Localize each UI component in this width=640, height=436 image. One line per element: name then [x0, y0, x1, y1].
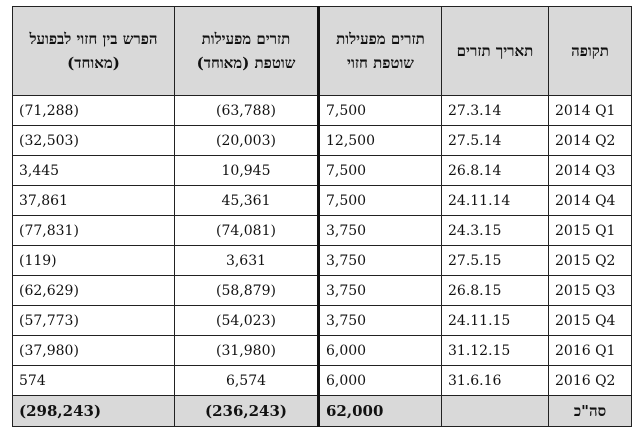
cell-date: 31.6.16 [441, 365, 549, 396]
cell-period: 2015 Q4 [548, 305, 632, 336]
table-row: 2016 Q2 31.6.16 6,000 6,574 574 [12, 365, 632, 396]
header-row: תקופה תאריך תזרים תזרים מפעילות שוטפת חז… [12, 6, 632, 96]
cell-expected: 7,500 [317, 95, 442, 126]
table-body: 2014 Q1 27.3.14 7,500 (63,788) (71,288) 2014 … [12, 95, 632, 396]
cell-diff: (37,980) [12, 335, 175, 366]
cell-actual: 45,361 [174, 185, 319, 216]
table-row: 2015 Q1 24.3.15 3,750 (74,081) (77,831) [12, 215, 632, 246]
cell-date: 24.3.15 [441, 215, 549, 246]
cell-expected: 3,750 [317, 215, 442, 246]
table-row: 2016 Q1 31.12.15 6,000 (31,980) (37,980) [12, 335, 632, 366]
cell-expected: 3,750 [317, 305, 442, 336]
cell-period: 2014 Q1 [548, 95, 632, 126]
cell-expected: 12,500 [317, 125, 442, 156]
cell-diff: (62,629) [12, 275, 175, 306]
cell-date: 26.8.15 [441, 275, 549, 306]
cell-date: 31.12.15 [441, 335, 549, 366]
cell-diff: (57,773) [12, 305, 175, 336]
cell-date: 27.3.14 [441, 95, 549, 126]
cell-date: 24.11.15 [441, 305, 549, 336]
header-diff: הפרש בין חזוי לבפועל (מאוחד) [12, 6, 175, 96]
cell-diff: 574 [12, 365, 175, 396]
cell-diff: (32,503) [12, 125, 175, 156]
table-row: 2014 Q2 27.5.14 12,500 (20,003) (32,503) [12, 125, 632, 156]
header-actual: תזרים מפעילות שוטפת (מאוחד) [174, 6, 319, 96]
cell-date: 27.5.15 [441, 245, 549, 276]
total-row: סה"כ 62,000 (236,243) (298,243) [12, 395, 632, 427]
cell-period: 2015 Q1 [548, 215, 632, 246]
cell-diff: (77,831) [12, 215, 175, 246]
cell-expected: 7,500 [317, 155, 442, 186]
cell-period: 2015 Q2 [548, 245, 632, 276]
total-date [441, 395, 549, 427]
cell-period: 2014 Q3 [548, 155, 632, 186]
cell-period: 2014 Q2 [548, 125, 632, 156]
header-expected: תזרים מפעילות שוטפת חזוי [317, 6, 442, 96]
table-row: 2015 Q3 26.8.15 3,750 (58,879) (62,629) [12, 275, 632, 306]
cell-period: 2016 Q2 [548, 365, 632, 396]
cell-actual: (54,023) [174, 305, 319, 336]
total-expected: 62,000 [317, 395, 442, 427]
cell-actual: (74,081) [174, 215, 319, 246]
table-row: 2014 Q3 26.8.14 7,500 10,945 3,445 [12, 155, 632, 186]
cell-actual: (63,788) [174, 95, 319, 126]
header-date: תאריך תזרים [441, 6, 549, 96]
table-row: 2014 Q1 27.3.14 7,500 (63,788) (71,288) [12, 95, 632, 126]
table-row: 2015 Q4 24.11.15 3,750 (54,023) (57,773) [12, 305, 632, 336]
cell-actual: 10,945 [174, 155, 319, 186]
cell-date: 27.5.14 [441, 125, 549, 156]
cell-expected: 7,500 [317, 185, 442, 216]
cell-date: 24.11.14 [441, 185, 549, 216]
cell-date: 26.8.14 [441, 155, 549, 186]
cell-period: 2014 Q4 [548, 185, 632, 216]
cell-actual: 3,631 [174, 245, 319, 276]
cell-diff: (71,288) [12, 95, 175, 126]
cell-period: 2016 Q1 [548, 335, 632, 366]
cell-period: 2015 Q3 [548, 275, 632, 306]
cell-actual: 6,574 [174, 365, 319, 396]
table-row: 2015 Q2 27.5.15 3,750 3,631 (119) [12, 245, 632, 276]
cell-expected: 3,750 [317, 275, 442, 306]
header-period: תקופה [548, 6, 632, 96]
cell-diff: 3,445 [12, 155, 175, 186]
total-label: סה"כ [548, 395, 632, 427]
cell-actual: (31,980) [174, 335, 319, 366]
table-row: 2014 Q4 24.11.14 7,500 45,361 37,861 [12, 185, 632, 216]
cell-actual: (20,003) [174, 125, 319, 156]
cashflow-table: תקופה תאריך תזרים תזרים מפעילות שוטפת חז… [12, 6, 632, 427]
total-diff: (298,243) [12, 395, 175, 427]
total-actual: (236,243) [174, 395, 319, 427]
cell-diff: (119) [12, 245, 175, 276]
cell-actual: (58,879) [174, 275, 319, 306]
cell-expected: 3,750 [317, 245, 442, 276]
cell-expected: 6,000 [317, 335, 442, 366]
cell-diff: 37,861 [12, 185, 175, 216]
cell-expected: 6,000 [317, 365, 442, 396]
